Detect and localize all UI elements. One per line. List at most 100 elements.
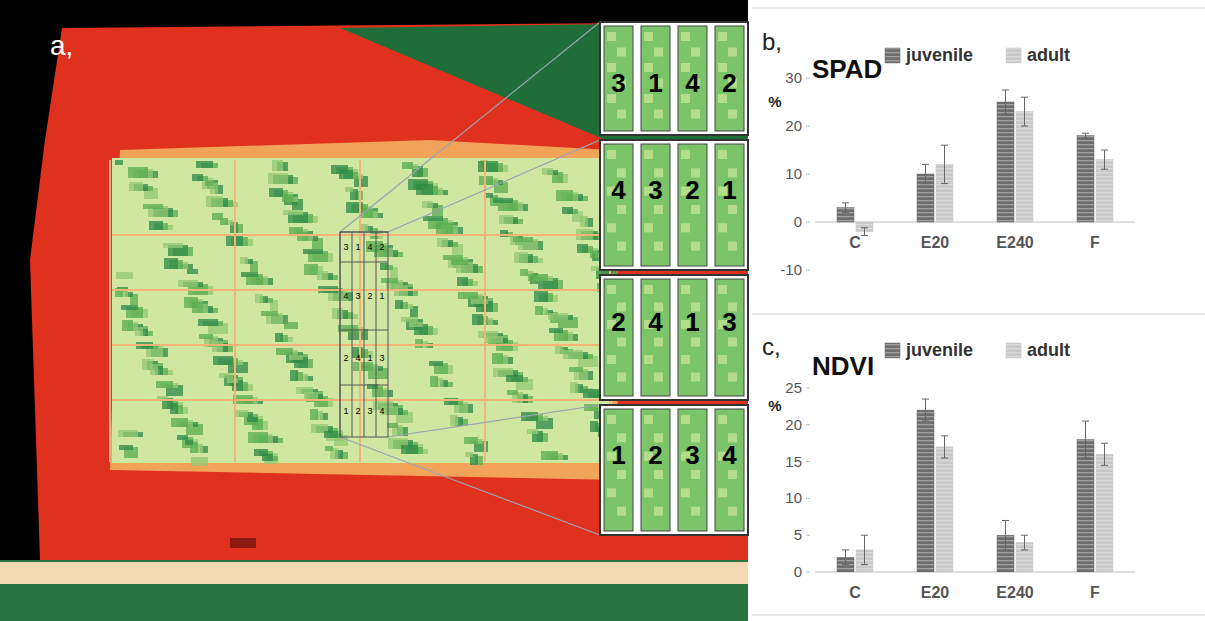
- error-line: [925, 164, 926, 183]
- error-bar: [1082, 133, 1089, 138]
- error-cap: [861, 227, 868, 228]
- plot-number: 2: [379, 242, 384, 252]
- texture-patch: [464, 437, 478, 444]
- texture-patch: [562, 207, 573, 214]
- texture-patch: [339, 170, 353, 179]
- error-cap: [1002, 90, 1009, 91]
- texture-patch: [429, 361, 443, 366]
- plot-number: 4: [722, 440, 737, 470]
- texture-patch: [227, 378, 238, 383]
- inset-texture: [607, 285, 616, 294]
- legend-swatch: [1006, 48, 1021, 63]
- field-line: [112, 344, 612, 346]
- figure: 31424321241312343142432124131234a,b,SPAD…: [0, 0, 1205, 621]
- plot-marks: [837, 399, 1113, 572]
- inset-texture: [617, 373, 626, 382]
- error-cap: [1021, 126, 1028, 127]
- legend-label: adult: [1027, 340, 1070, 360]
- inset-texture: [728, 338, 737, 347]
- texture-patch: [192, 174, 203, 181]
- plot-number: 3: [648, 175, 662, 205]
- inset-texture: [654, 373, 663, 382]
- inset-plot: [604, 279, 633, 396]
- error-line: [1024, 97, 1025, 126]
- error-line: [1104, 150, 1105, 169]
- y-tick-label: 20: [785, 416, 802, 433]
- texture-patch: [465, 452, 473, 457]
- texture-patch: [118, 430, 138, 437]
- texture-patch: [499, 215, 513, 224]
- bar: [1096, 454, 1113, 572]
- texture-patch: [577, 244, 588, 253]
- error-cap: [922, 183, 929, 184]
- error-cap: [842, 212, 849, 213]
- axis-title: %: [768, 397, 781, 414]
- texture-patch: [590, 251, 598, 258]
- inset-texture: [607, 150, 616, 159]
- field-red: [30, 22, 748, 560]
- texture-patch: [430, 376, 438, 387]
- inset-texture: [654, 110, 663, 119]
- inset-texture: [681, 355, 690, 364]
- texture-patch: [310, 409, 318, 420]
- texture-patch: [119, 445, 133, 450]
- texture-patch: [191, 457, 208, 466]
- y-tick-label: 20: [785, 117, 802, 134]
- error-line: [944, 436, 945, 458]
- y-tick: [806, 78, 810, 79]
- inset-texture: [691, 242, 700, 251]
- texture-patch: [345, 187, 353, 192]
- inset-texture: [617, 242, 626, 251]
- inset-texture: [617, 338, 626, 347]
- legend-swatch: [1006, 343, 1021, 358]
- plot-number: 1: [648, 68, 662, 98]
- inset-plot: [715, 279, 744, 396]
- y-tick-label: 0: [794, 563, 802, 580]
- error-cap: [842, 549, 849, 550]
- y-tick: [806, 424, 810, 425]
- inset-texture: [691, 338, 700, 347]
- error-cap: [1021, 535, 1028, 536]
- y-tick-label: 15: [785, 453, 802, 470]
- error-cap: [842, 202, 849, 203]
- inset-texture: [728, 48, 737, 57]
- inset-texture: [654, 338, 663, 347]
- texture-patch: [129, 182, 143, 191]
- texture-patch: [485, 193, 493, 198]
- texture-patch: [212, 341, 223, 352]
- bar: [917, 410, 934, 572]
- inset-plot: [678, 409, 707, 531]
- texture-patch: [381, 278, 398, 283]
- x-tick-label: E20: [921, 584, 950, 601]
- texture-patch: [570, 382, 578, 393]
- texture-patch: [332, 308, 343, 319]
- inset-texture: [691, 507, 700, 516]
- plot-number: 3: [379, 353, 384, 363]
- error-cap: [1101, 169, 1108, 170]
- inset-texture: [718, 415, 727, 424]
- texture-patch: [171, 418, 188, 427]
- bar: [1096, 160, 1113, 222]
- field-line: [112, 234, 612, 236]
- inset-texture: [644, 415, 653, 424]
- inset-texture: [617, 507, 626, 516]
- plot-number: 3: [722, 307, 736, 337]
- inset-row: [600, 275, 748, 400]
- y-tick-label: 0: [794, 213, 802, 230]
- error-line: [845, 550, 846, 565]
- plot-number: 3: [367, 406, 372, 416]
- error-bar: [1021, 535, 1028, 550]
- texture-patch: [213, 356, 233, 365]
- error-bar: [922, 164, 929, 183]
- texture-patch: [143, 204, 163, 209]
- x-tick-label: F: [1090, 234, 1100, 251]
- small-grid-line: [376, 232, 377, 437]
- texture-patch: [493, 198, 513, 203]
- texture-patch: [178, 280, 198, 287]
- plot-number: 4: [343, 291, 348, 301]
- inset-texture: [728, 242, 737, 251]
- y-tick-label: 25: [785, 379, 802, 396]
- inset-texture: [644, 285, 653, 294]
- texture-patch: [541, 451, 558, 460]
- connector-line: [340, 437, 600, 535]
